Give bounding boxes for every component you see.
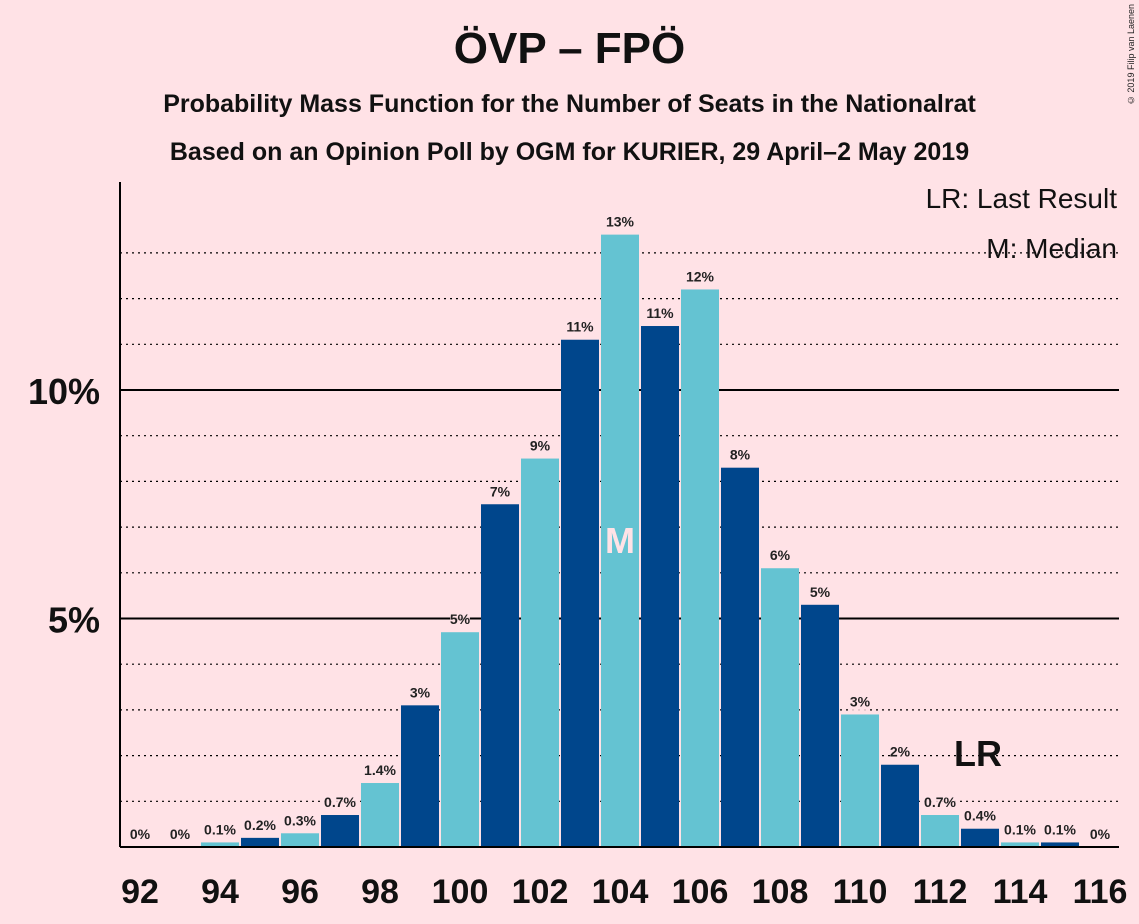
bar-seat-114: [1001, 842, 1039, 847]
x-tick-label: 114: [993, 873, 1048, 911]
bar-seat-113: [961, 828, 999, 847]
y-tick-label: 10%: [28, 371, 100, 412]
value-label-seat-113: 0.4%: [964, 808, 996, 824]
value-label-seat-107: 8%: [730, 447, 751, 463]
bar-seat-98: [361, 783, 399, 847]
bar-seat-106: [681, 289, 719, 848]
value-label-bg: [202, 820, 238, 839]
x-tick-label: 106: [672, 873, 729, 911]
value-label-seat-110: 3%: [850, 693, 871, 709]
bar-seat-112: [921, 815, 959, 847]
value-label-bg: [362, 761, 398, 780]
value-label-bg: [646, 304, 674, 323]
value-label-seat-98: 1.4%: [364, 762, 396, 778]
value-label-bg: [170, 825, 190, 843]
value-label-seat-93: 0%: [170, 826, 191, 842]
value-label-bg: [450, 610, 470, 629]
value-label-seat-101: 7%: [490, 483, 511, 499]
bar-seat-103: [561, 339, 599, 847]
value-label-bg: [962, 806, 998, 825]
bar-seat-102: [521, 458, 559, 847]
value-label-seat-106: 12%: [686, 268, 715, 284]
value-label-seat-108: 6%: [770, 547, 791, 563]
value-label-seat-102: 9%: [530, 438, 551, 454]
bar-seat-97: [321, 815, 359, 847]
value-label-bg: [922, 793, 958, 812]
chart-subtitle: Probability Mass Function for the Number…: [163, 90, 976, 118]
bar-seat-111: [881, 764, 919, 847]
value-label-seat-114: 0.1%: [1004, 821, 1036, 837]
bar-seat-104: [601, 234, 639, 847]
x-tick-label: 96: [281, 873, 319, 911]
bar-seat-110: [841, 714, 879, 847]
value-label-bg: [770, 546, 790, 565]
x-tick-label: 94: [201, 873, 239, 911]
value-label-bg: [1002, 820, 1038, 839]
value-label-seat-111: 2%: [890, 744, 911, 760]
value-label-seat-109: 5%: [810, 584, 831, 600]
bar-seat-109: [801, 604, 839, 847]
x-tick-label: 112: [913, 873, 968, 911]
value-label-bg: [242, 815, 278, 834]
bar-seat-99: [401, 705, 439, 847]
value-label-seat-92: 0%: [130, 826, 151, 842]
value-label-seat-105: 11%: [646, 305, 674, 321]
chart-source: Based on an Opinion Poll by OGM for KURI…: [169, 138, 970, 166]
x-tick-label: 108: [752, 873, 809, 911]
value-label-bg: [530, 436, 550, 455]
value-label-seat-97: 0.7%: [324, 794, 356, 810]
value-label-seat-112: 0.7%: [924, 794, 956, 810]
value-label-bg: [1042, 820, 1078, 839]
value-label-seat-100: 5%: [450, 611, 471, 627]
last-result-marker: LR: [954, 733, 1002, 774]
value-label-bg: [890, 742, 910, 761]
legend-last-result: LR: Last Result: [926, 183, 1118, 214]
bar-seat-105: [641, 326, 679, 847]
value-label-bg: [130, 825, 150, 843]
bar-seat-100: [441, 632, 479, 847]
x-tick-label: 110: [833, 873, 888, 911]
x-tick-label: 104: [592, 873, 649, 911]
bar-seat-101: [481, 504, 519, 847]
value-label-bg: [850, 692, 870, 711]
value-label-seat-103: 11%: [566, 319, 594, 335]
value-label-bg: [282, 811, 318, 830]
value-label-bg: [810, 582, 830, 601]
value-label-seat-104: 13%: [606, 214, 635, 230]
bar-seat-96: [281, 833, 319, 847]
value-label-bg: [1090, 825, 1110, 843]
bar-seat-94: [201, 842, 239, 847]
value-label-bg: [686, 267, 714, 286]
x-tick-label: 98: [361, 873, 399, 911]
x-tick-label: 116: [1073, 873, 1128, 911]
value-label-seat-115: 0.1%: [1044, 821, 1076, 837]
legend-median: M: Median: [986, 233, 1117, 264]
x-tick-label: 100: [432, 873, 489, 911]
value-label-seat-99: 3%: [410, 684, 431, 700]
value-label-seat-116: 0%: [1090, 826, 1111, 842]
bar-seat-107: [721, 467, 759, 847]
value-label-bg: [410, 683, 430, 702]
value-label-bg: [322, 793, 358, 812]
bar-seat-95: [241, 837, 279, 847]
value-label-bg: [730, 445, 750, 464]
bar-seat-115: [1041, 842, 1079, 847]
value-label-bg: [566, 317, 594, 336]
x-tick-label: 92: [121, 873, 159, 911]
value-label-seat-94: 0.1%: [204, 821, 236, 837]
value-label-bg: [606, 212, 634, 231]
value-label-bg: [490, 482, 510, 501]
y-tick-label: 5%: [48, 600, 100, 641]
bar-seat-108: [761, 568, 799, 847]
x-tick-label: 102: [512, 873, 569, 911]
value-label-seat-96: 0.3%: [284, 812, 316, 828]
chart-title: ÖVP – FPÖ: [453, 24, 686, 73]
value-label-seat-95: 0.2%: [244, 817, 276, 833]
median-marker: M: [605, 520, 635, 561]
